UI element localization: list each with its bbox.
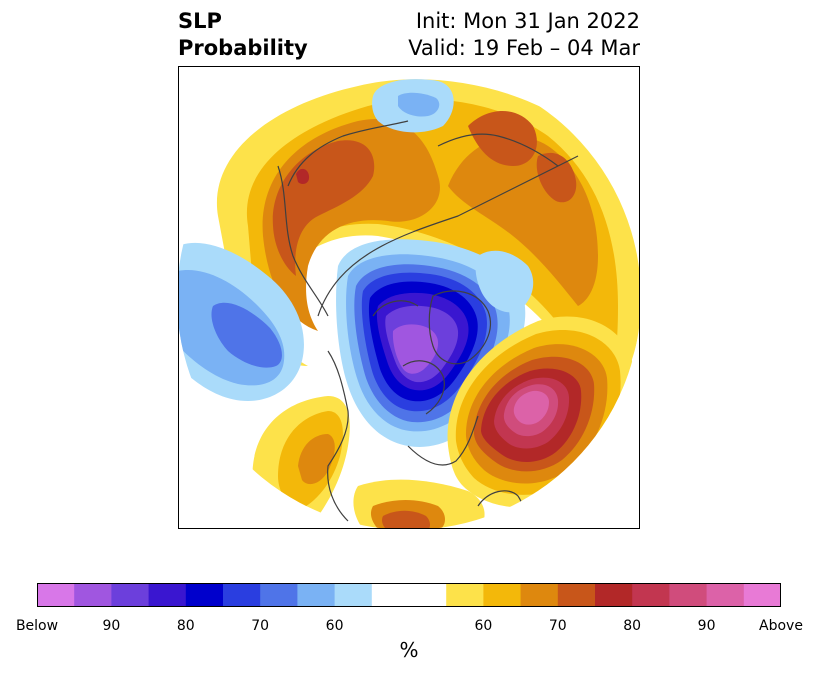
colorbar-tick-label: 90 <box>697 618 716 634</box>
greenland-outline <box>428 290 491 365</box>
colorbar-cell <box>371 583 410 607</box>
colorbar-cell <box>706 583 745 607</box>
barents-below-65 <box>398 92 440 117</box>
atlantic-above-95 <box>513 390 549 425</box>
nepacific-above-70 <box>298 434 335 485</box>
map-title: SLP Probability <box>178 8 308 62</box>
colorbar-cell <box>297 583 336 607</box>
colorbar-tick-label: 60 <box>474 618 493 634</box>
colorbar-cell <box>743 583 781 607</box>
forecast-info: Init: Mon 31 Jan 2022 Valid: 19 Feb – 04… <box>408 8 640 62</box>
colorbar-tick-label: Below <box>15 618 59 634</box>
colorbar-cell <box>446 583 484 607</box>
colorbar-cell <box>557 583 596 607</box>
colorbar-cell <box>409 583 447 607</box>
colorbar-cell <box>74 583 112 607</box>
colorbar-cell <box>632 583 670 607</box>
colorbar-cell <box>223 583 261 607</box>
valid-range-text: Valid: 19 Feb – 04 Mar <box>408 36 640 60</box>
colorbar-tick-label: 70 <box>548 618 567 634</box>
map-panel <box>178 66 640 529</box>
colorbar-tick-label: Above <box>759 618 803 634</box>
colorbar-tick-label: 60 <box>325 618 344 634</box>
colorbar-cell <box>111 583 150 607</box>
southus-above-75 <box>382 510 430 529</box>
colorbar-tick-label: 80 <box>623 618 642 634</box>
pacific-below-70 <box>211 302 282 368</box>
colorbar-cell <box>520 583 559 607</box>
western-europe-outline <box>277 165 329 317</box>
colorbar-cell <box>483 583 522 607</box>
colorbar-cell <box>148 583 187 607</box>
colorbar-tick-label: 90 <box>102 618 121 634</box>
europe-above-80 <box>296 168 310 184</box>
colorbar-cell <box>260 583 298 607</box>
colorbar-cell <box>37 583 75 607</box>
title-line-slp: SLP <box>178 9 222 33</box>
eurasia-outline <box>287 120 579 317</box>
colorbar-cell <box>595 583 633 607</box>
north-america-outline <box>327 300 479 522</box>
title-line-probability: Probability <box>178 36 308 60</box>
asia-above-75-b <box>536 152 577 203</box>
asia-above-75 <box>468 111 537 166</box>
colorbar-tick-label: 80 <box>176 618 195 634</box>
colorbar-unit-label: % <box>399 638 419 662</box>
colorbar-cell <box>334 583 373 607</box>
colorbar-tick-label: 70 <box>251 618 270 634</box>
colorbar <box>37 583 781 607</box>
init-date-text: Init: Mon 31 Jan 2022 <box>415 9 640 33</box>
colorbar-cell <box>669 583 708 607</box>
probability-fill-layer <box>178 79 640 529</box>
colorbar-cell <box>185 583 224 607</box>
map-border <box>178 66 640 529</box>
siberia-below-60 <box>475 250 534 313</box>
coastlines-and-borders <box>277 120 579 529</box>
